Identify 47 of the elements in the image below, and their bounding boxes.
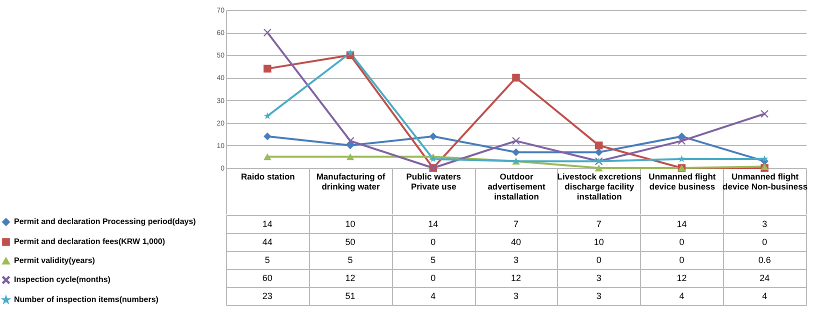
data-label: 12 [676,273,687,283]
data-label: 0.6 [758,255,771,265]
x-tick-label: Unmanned flight device business [648,172,716,192]
data-label: 10 [345,219,356,229]
x-tick-label: Public waters Private use [406,172,462,192]
data-label: 4 [762,291,768,301]
data-label: 60 [262,273,272,283]
data-label: 0 [430,273,436,283]
data-label: 40 [510,237,522,247]
data-label: 24 [760,273,770,283]
x-tick-label: Manufacturing of drinking water [316,172,386,192]
data-label: 3 [513,255,519,265]
legend-label: Number of inspection items(numbers) [14,295,159,304]
legend-label: Permit validity(years) [14,256,96,265]
data-label: 14 [428,219,438,229]
legend-label: Permit and declaration fees(KRW 1,000) [14,237,166,246]
data-label: 0 [679,255,684,265]
data-label: 23 [262,291,272,301]
data-label: 3 [596,291,602,301]
data-label: 14 [262,219,272,229]
data-label: 0 [596,255,602,265]
x-tick-label: Outdoor advertisement installation [488,172,546,202]
data-label: 5 [348,255,353,265]
data-label: 5 [430,255,436,265]
data-label: 0 [679,237,684,247]
data-label: 10 [594,237,604,247]
legend-label: Inspection cycle(months) [14,275,111,284]
data-label: 5 [264,255,270,265]
data-label: 3 [762,219,768,229]
data-label: 14 [676,219,687,229]
data-label: 0 [430,237,436,247]
x-tick-label: Livestock excretions discharge facility installation [557,172,642,202]
data-label: 12 [510,273,522,283]
data-label: 12 [345,273,356,283]
x-tick-label: Unmanned flight device Non-business [722,172,808,192]
data-label: 4 [430,291,436,301]
data-label: 4 [679,291,684,301]
data-label: 51 [345,291,356,301]
data-label: 0 [762,237,768,247]
data-label: 50 [345,237,356,247]
legend-label: Permit and declaration Processing period(days) [14,217,196,226]
data-label: 44 [262,237,272,247]
x-tick-label: Raido station [241,172,295,182]
data-label: 3 [513,291,519,301]
data-label: 7 [513,219,519,229]
data-label: 3 [596,273,602,283]
data-label: 7 [596,219,602,229]
